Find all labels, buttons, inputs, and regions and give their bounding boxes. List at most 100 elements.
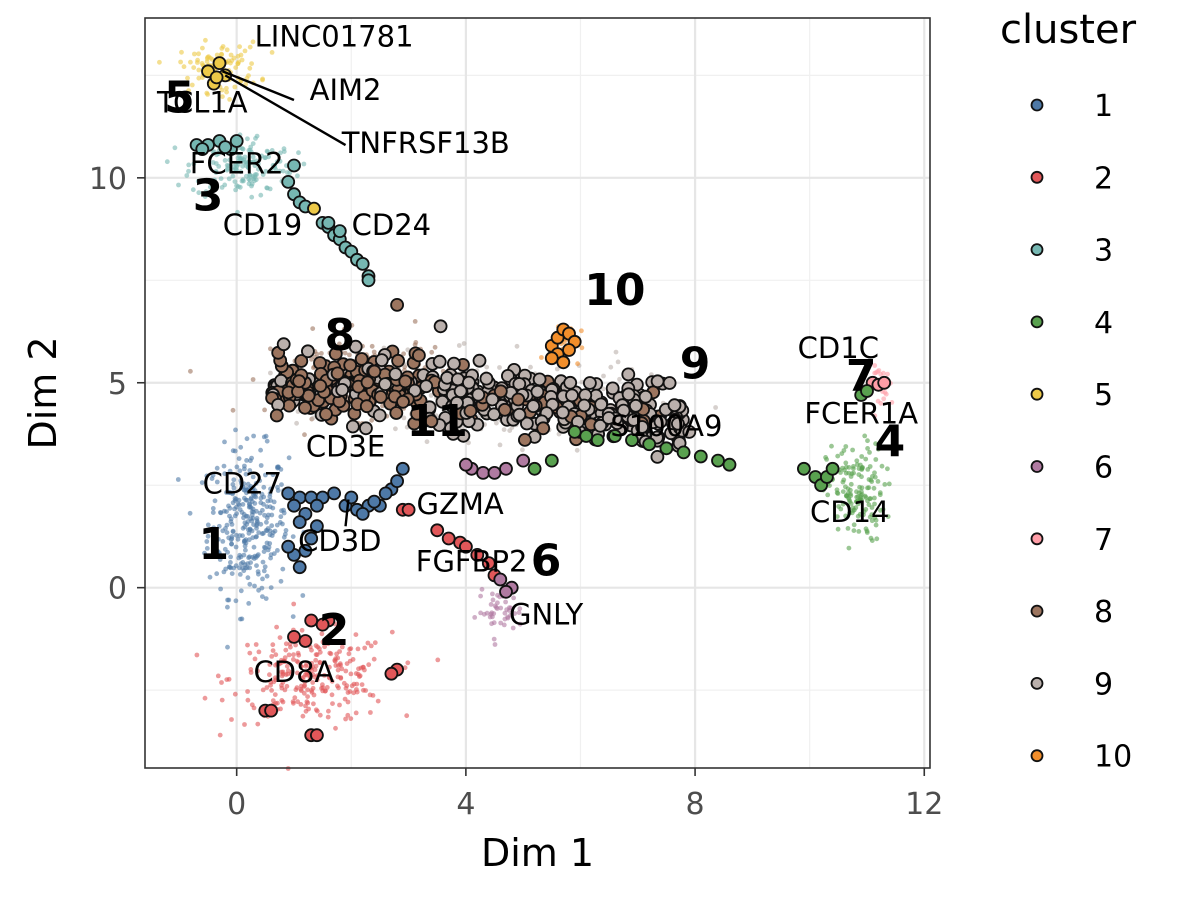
cell-point-cluster-1 bbox=[214, 479, 220, 485]
cell-point-cluster-1 bbox=[175, 477, 181, 482]
cell-point-cluster-1 bbox=[234, 532, 239, 538]
cell-point-cluster-7 bbox=[878, 400, 884, 406]
cell-point-cluster-4 bbox=[825, 492, 831, 498]
cell-point-cluster-3 bbox=[172, 145, 178, 151]
highlighted-point-cluster-8 bbox=[391, 353, 406, 368]
cell-point-cluster-2 bbox=[215, 673, 221, 679]
cell-point-cluster-2 bbox=[317, 712, 323, 718]
cell-point-cluster-6 bbox=[479, 586, 485, 592]
highlighted-point-cluster-2 bbox=[458, 539, 473, 554]
gene-label: CD27 bbox=[203, 466, 282, 500]
cell-point-cluster-2 bbox=[313, 652, 319, 657]
cell-point-cluster-9 bbox=[466, 440, 471, 446]
highlighted-point-cluster-9 bbox=[407, 383, 422, 398]
cell-point-cluster-1 bbox=[260, 594, 265, 599]
cell-point-cluster-1 bbox=[249, 455, 255, 461]
highlighted-point-cluster-9 bbox=[345, 419, 360, 434]
cell-point-cluster-5 bbox=[188, 59, 193, 65]
legend-label-2: 2 bbox=[1094, 161, 1113, 196]
cell-point-cluster-4 bbox=[877, 492, 883, 498]
cell-point-cluster-1 bbox=[240, 502, 246, 507]
cell-point-cluster-1 bbox=[236, 555, 242, 561]
legend-key-2 bbox=[1030, 170, 1044, 184]
cell-point-cluster-1 bbox=[261, 568, 267, 574]
cell-point-cluster-4 bbox=[839, 451, 845, 456]
cell-point-cluster-4 bbox=[865, 467, 871, 472]
cell-point-cluster-1 bbox=[218, 586, 224, 592]
cell-point-cluster-2 bbox=[311, 701, 316, 707]
cell-point-cluster-4 bbox=[873, 457, 879, 462]
cell-point-cluster-5 bbox=[195, 60, 200, 65]
highlighted-point-cluster-3 bbox=[281, 174, 296, 189]
highlighted-point-cluster-4 bbox=[590, 433, 605, 448]
cell-point-cluster-1 bbox=[232, 513, 238, 519]
cell-point-cluster-5 bbox=[219, 46, 225, 51]
cell-point-cluster-4 bbox=[854, 494, 860, 500]
cell-point-cluster-1 bbox=[230, 482, 236, 487]
cell-point-cluster-3 bbox=[281, 146, 287, 152]
cell-point-cluster-2 bbox=[333, 656, 338, 662]
cell-point-cluster-1 bbox=[275, 484, 280, 490]
cell-point-cluster-1 bbox=[282, 531, 288, 537]
cell-point-cluster-3 bbox=[263, 168, 269, 174]
cell-point-cluster-2 bbox=[295, 699, 301, 705]
cell-point-cluster-6 bbox=[498, 605, 504, 611]
cell-point-cluster-9 bbox=[405, 347, 411, 353]
highlighted-point-cluster-4 bbox=[625, 433, 639, 448]
cell-point-cluster-1 bbox=[233, 544, 239, 550]
cell-point-cluster-2 bbox=[245, 689, 251, 694]
highlighted-point-cluster-4 bbox=[797, 461, 811, 476]
cell-point-cluster-1 bbox=[247, 565, 253, 571]
panel-border bbox=[144, 17, 931, 769]
cell-point-cluster-2 bbox=[375, 698, 381, 704]
cell-point-cluster-5 bbox=[191, 65, 197, 70]
cell-point-cluster-1 bbox=[283, 528, 289, 533]
highlighted-point-cluster-10 bbox=[544, 351, 559, 366]
cell-point-cluster-4 bbox=[873, 522, 879, 528]
highlighted-point-cluster-9 bbox=[650, 374, 665, 389]
cell-point-cluster-4 bbox=[859, 454, 865, 459]
cell-point-cluster-2 bbox=[277, 635, 283, 640]
cell-point-cluster-2 bbox=[255, 668, 260, 674]
cell-point-cluster-1 bbox=[237, 533, 243, 538]
cell-point-cluster-5 bbox=[196, 67, 202, 73]
highlighted-point-cluster-8 bbox=[294, 354, 309, 368]
cluster-number-label: 9 bbox=[680, 339, 711, 390]
highlighted-point-cluster-9 bbox=[605, 381, 620, 396]
highlighted-point-cluster-9 bbox=[671, 416, 685, 431]
cell-point-cluster-3 bbox=[196, 190, 202, 196]
highlighted-point-cluster-6 bbox=[516, 453, 531, 468]
cell-point-cluster-1 bbox=[232, 448, 238, 454]
cell-point-cluster-8 bbox=[319, 351, 324, 356]
cell-point-cluster-2 bbox=[289, 669, 295, 675]
cell-point-cluster-3 bbox=[233, 187, 239, 193]
highlighted-point-cluster-6 bbox=[499, 461, 513, 476]
cell-point-cluster-2 bbox=[353, 710, 359, 716]
cell-point-cluster-4 bbox=[838, 470, 843, 475]
cell-point-cluster-6 bbox=[472, 615, 478, 620]
cell-point-cluster-1 bbox=[300, 593, 306, 598]
cell-point-cluster-3 bbox=[295, 173, 300, 179]
cell-point-cluster-1 bbox=[241, 568, 247, 574]
cell-point-cluster-3 bbox=[272, 165, 277, 170]
cell-point-cluster-1 bbox=[254, 515, 260, 521]
cell-point-cluster-6 bbox=[516, 610, 522, 615]
cell-point-cluster-4 bbox=[840, 501, 846, 507]
cell-point-cluster-4 bbox=[843, 444, 849, 449]
cell-point-cluster-1 bbox=[242, 562, 248, 567]
highlighted-point-cluster-8 bbox=[292, 374, 307, 389]
cell-point-cluster-1 bbox=[255, 519, 260, 525]
cell-point-cluster-4 bbox=[869, 512, 875, 517]
cell-point-cluster-2 bbox=[303, 663, 309, 669]
cell-point-cluster-2 bbox=[232, 691, 238, 697]
cell-point-cluster-2 bbox=[269, 654, 275, 659]
legend-label-10: 10 bbox=[1094, 740, 1132, 775]
cell-point-cluster-5 bbox=[235, 53, 241, 59]
cell-point-cluster-4 bbox=[843, 470, 849, 476]
cell-point-cluster-4 bbox=[873, 441, 878, 447]
cell-point-cluster-1 bbox=[263, 472, 268, 478]
highlighted-point-cluster-8 bbox=[410, 406, 425, 421]
cell-point-cluster-4 bbox=[886, 481, 892, 487]
cell-point-cluster-2 bbox=[291, 652, 296, 658]
cell-point-cluster-1 bbox=[212, 498, 218, 504]
